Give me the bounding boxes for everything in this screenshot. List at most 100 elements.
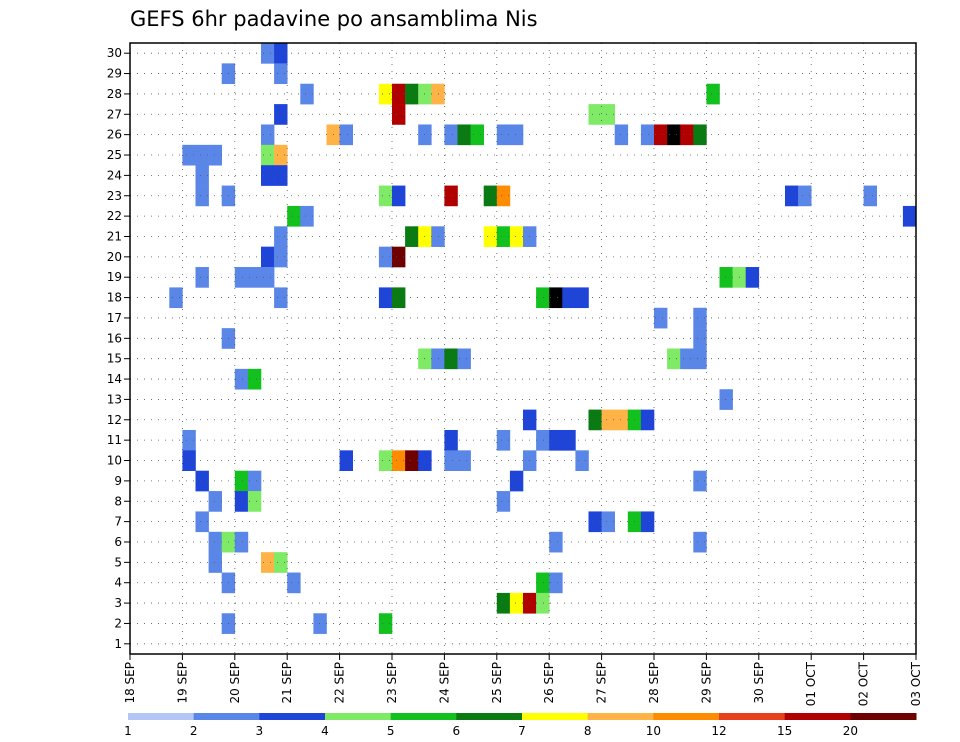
heatmap-cell [536, 287, 550, 309]
y-tick-label: 16 [107, 331, 122, 345]
heatmap-cell [378, 450, 393, 471]
heatmap-cell [313, 613, 327, 634]
x-tick-label: 02 OCT [857, 661, 871, 706]
heatmap-cell [457, 124, 471, 146]
heatmap-cell [182, 450, 196, 471]
heatmap-cell [274, 144, 288, 166]
heatmap-cell [274, 226, 288, 247]
y-tick-label: 29 [107, 67, 122, 81]
color-scale-label: 5 [387, 724, 395, 738]
heatmap-cell [247, 267, 262, 288]
y-axis: 1234567891011121314151617181920212223242… [107, 46, 130, 651]
heatmap-cell [575, 287, 589, 309]
x-tick-label: 28 SEP [647, 662, 661, 704]
heatmap-cell [208, 531, 222, 553]
heatmap-cell [247, 491, 262, 512]
color-scale-bar: 1 2 3 4 5 6 7 8 10 12 15 20 [124, 713, 917, 738]
color-scale-label: 2 [190, 724, 198, 738]
x-tick-label: 19 SEP [175, 662, 189, 704]
heatmap-cell [405, 226, 419, 247]
x-tick-label: 22 SEP [333, 662, 347, 704]
heatmap-cell [693, 328, 707, 349]
color-scale-swatch [456, 713, 523, 720]
color-scale-label: 15 [777, 724, 792, 738]
heatmap-cell [719, 267, 733, 288]
heatmap-cell [496, 185, 511, 207]
color-scale-swatch [193, 713, 260, 720]
heatmap-cell [509, 226, 524, 247]
grid-lines [130, 43, 916, 654]
heatmap-cell [549, 429, 563, 451]
heatmap-cell [234, 267, 249, 288]
heatmap-cell [444, 348, 458, 370]
y-tick-label: 27 [107, 107, 122, 121]
heatmap-cell [601, 104, 615, 125]
heatmap-cell [562, 429, 576, 451]
heatmap-cell [693, 470, 707, 492]
heatmap-cell [614, 409, 629, 431]
heatmap-cell [444, 429, 458, 451]
heatmap-cell [392, 287, 406, 309]
x-tick-label: 29 SEP [699, 662, 713, 704]
heatmap-cell [234, 491, 249, 512]
y-tick-label: 8 [114, 494, 122, 508]
heatmap-cell [706, 83, 720, 105]
heatmap-cell [798, 185, 812, 207]
heatmap-cell [654, 307, 668, 329]
y-tick-label: 15 [107, 352, 122, 366]
heatmap-cell [195, 511, 209, 533]
heatmap-cell [680, 348, 694, 370]
heatmap-cell [640, 511, 655, 533]
heatmap-cell [640, 124, 655, 146]
heatmap-cell [745, 267, 760, 288]
heatmap-cell [549, 572, 563, 594]
heatmap-cell [392, 246, 406, 268]
color-scale-label: 10 [646, 724, 661, 738]
heatmap-cell [863, 185, 877, 207]
heatmap-cell [575, 450, 589, 471]
heatmap-cell [195, 165, 209, 186]
x-tick-label: 03 OCT [909, 661, 923, 706]
y-tick-label: 7 [114, 515, 122, 529]
x-tick-label: 23 SEP [385, 662, 399, 704]
heatmap-cell [601, 511, 615, 533]
color-scale-swatch [325, 713, 392, 720]
heatmap-cells [169, 43, 917, 634]
color-scale-swatch [719, 713, 786, 720]
heatmap-cell [261, 246, 275, 268]
heatmap-cell [247, 470, 262, 492]
heatmap-cell [261, 43, 275, 64]
y-tick-label: 5 [114, 555, 122, 569]
heatmap-cell [549, 531, 563, 553]
heatmap-cell [274, 552, 288, 573]
y-tick-label: 22 [107, 209, 122, 223]
color-scale-label: 8 [584, 724, 592, 738]
x-tick-label: 26 SEP [542, 662, 556, 704]
heatmap-cell [392, 104, 406, 125]
heatmap-cell [234, 531, 249, 553]
color-scale-swatch [587, 713, 654, 720]
heatmap-cell [496, 124, 511, 146]
y-tick-label: 17 [107, 311, 122, 325]
y-tick-label: 28 [107, 87, 122, 101]
heatmap-cell [640, 409, 655, 431]
color-scale-label: 12 [711, 724, 726, 738]
heatmap-cell [536, 572, 550, 594]
heatmap-cell [208, 552, 222, 573]
x-tick-label: 21 SEP [280, 662, 294, 704]
y-tick-label: 11 [107, 433, 122, 447]
heatmap-cell [654, 124, 668, 146]
heatmap-cell [182, 144, 196, 166]
heatmap-cell [234, 368, 249, 390]
heatmap-cell [693, 531, 707, 553]
color-scale-swatch [522, 713, 589, 720]
x-tick-label: 25 SEP [490, 662, 504, 704]
y-tick-label: 30 [107, 46, 122, 60]
heatmap-cell [509, 124, 524, 146]
heatmap-cell [444, 185, 458, 207]
color-scale-swatch [259, 713, 326, 720]
heatmap-cell [536, 429, 550, 451]
x-axis: 18 SEP 19 SEP 20 SEP 21 SEP 22 SEP 23 SEP 24 S… [123, 654, 923, 706]
color-scale-swatch [128, 713, 195, 720]
